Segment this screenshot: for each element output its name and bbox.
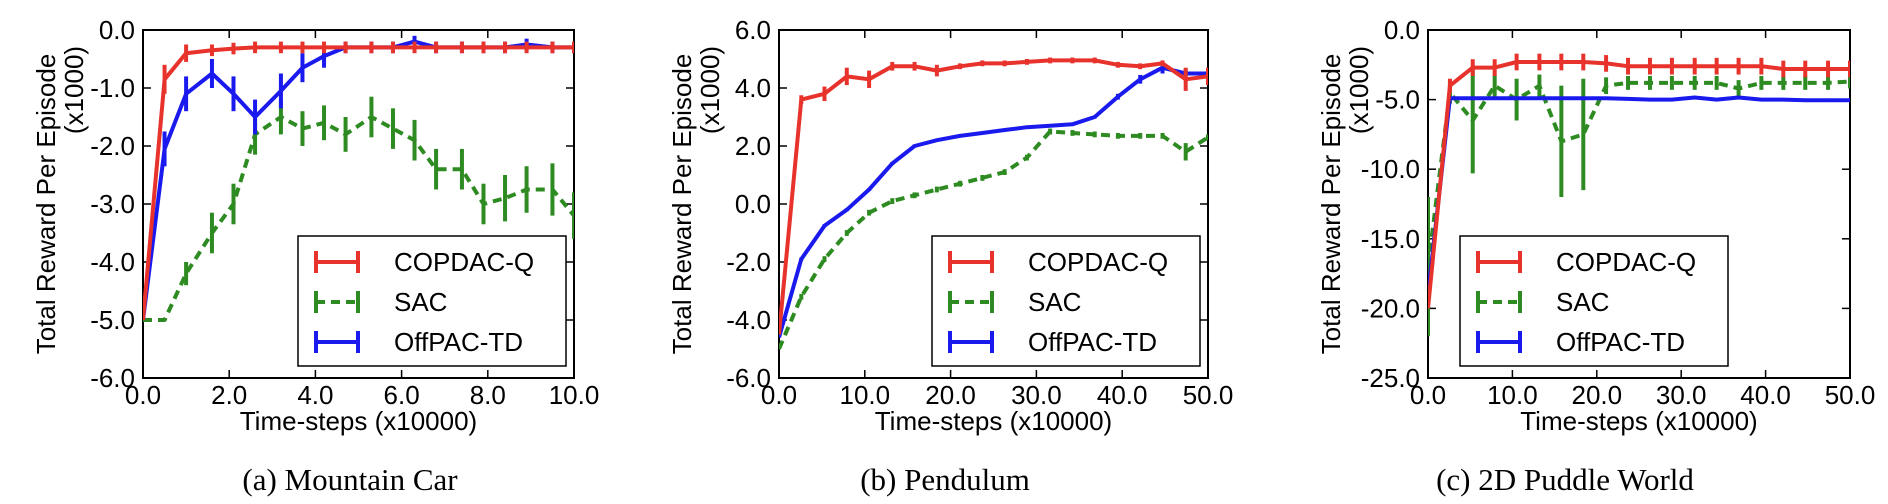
y-tick-label: -1.0	[90, 73, 135, 103]
chart-pendulum: 0.0 10.0 20.0 30.0 40.0 50.0 -6.0 -4.0 -2.0 0.0 2.…	[667, 15, 1233, 436]
y-axis-unit: (x1000)	[1344, 46, 1374, 134]
series-line-copdac-q	[779, 58, 1208, 335]
legend-label-sac: SAC	[394, 287, 447, 317]
x-tick-label: 6.0	[384, 380, 420, 410]
y-tick-label: -3.0	[90, 189, 135, 219]
x-tick-label: 10.0	[839, 380, 890, 410]
series-line-sac	[143, 115, 574, 322]
series-line-copdac-q	[1428, 60, 1850, 309]
x-axis-title: Time-steps (x10000)	[240, 406, 477, 436]
legend-label-offpac-td: OffPAC-TD	[1028, 327, 1157, 357]
y-tick-label: -2.0	[726, 247, 771, 277]
y-tick-label: -4.0	[726, 305, 771, 335]
x-tick-label: 20.0	[925, 380, 976, 410]
legend-label-offpac-td: OffPAC-TD	[394, 327, 523, 357]
legend-label-copdac-q: COPDAC-Q	[1028, 247, 1168, 277]
x-tick-label: 2.0	[211, 380, 247, 410]
x-tick-label: 10.0	[549, 380, 600, 410]
series-group	[143, 35, 574, 322]
x-tick-label: 50.0	[1825, 380, 1876, 410]
legend: COPDAC-Q SAC OffPAC-TD	[1459, 235, 1729, 367]
x-axis-title: Time-steps (x10000)	[875, 406, 1112, 436]
y-axis-unit: (x1000)	[695, 46, 725, 134]
legend-label-copdac-q: COPDAC-Q	[1556, 247, 1696, 277]
y-axis-unit: (x1000)	[59, 46, 89, 134]
y-tick-label: -6.0	[726, 363, 771, 393]
y-tick-label: 2.0	[735, 131, 771, 161]
y-tick-label: -5.0	[90, 305, 135, 335]
y-tick-label: -25.0	[1361, 363, 1420, 393]
legend-label-sac: SAC	[1556, 287, 1609, 317]
series-group	[779, 57, 1208, 350]
legend: COPDAC-Q SAC OffPAC-TD	[297, 235, 567, 367]
y-tick-label: -6.0	[90, 363, 135, 393]
series-line-offpac-td	[1428, 95, 1850, 295]
x-tick-label: 0.0	[1410, 380, 1446, 410]
legend-label-copdac-q: COPDAC-Q	[394, 247, 534, 277]
x-tick-label: 4.0	[297, 380, 333, 410]
legend: COPDAC-Q SAC OffPAC-TD	[931, 235, 1201, 367]
y-tick-label: 0.0	[99, 15, 135, 45]
y-tick-label: -15.0	[1361, 224, 1420, 254]
legend-label-offpac-td: OffPAC-TD	[1556, 327, 1685, 357]
y-tick-label: 6.0	[735, 15, 771, 45]
y-tick-label: 0.0	[1384, 15, 1420, 45]
x-tick-label: 0.0	[125, 380, 161, 410]
chart-puddle-world: 0.0 10.0 20.0 30.0 40.0 50.0 -25.0 -20.0 -15.0 -1…	[1316, 15, 1875, 436]
series-line-sac	[779, 129, 1208, 350]
series-line-copdac-q	[143, 45, 574, 321]
y-axis-title: Total Reward Per Episode	[667, 54, 697, 355]
x-tick-label: 30.0	[1011, 380, 1062, 410]
x-tick-label: 50.0	[1183, 380, 1234, 410]
series-line-sac	[1428, 79, 1850, 267]
legend-box	[297, 235, 567, 367]
series-group	[1428, 53, 1850, 337]
y-tick-label: 4.0	[735, 73, 771, 103]
y-tick-label: -2.0	[90, 131, 135, 161]
legend-box	[1459, 235, 1729, 367]
y-tick-label: -4.0	[90, 247, 135, 277]
x-tick-label: 8.0	[470, 380, 506, 410]
x-axis-title: Time-steps (x10000)	[1520, 406, 1757, 436]
x-tick-label: 10.0	[1487, 380, 1538, 410]
x-tick-label: 20.0	[1571, 380, 1622, 410]
y-tick-label: -10.0	[1361, 154, 1420, 184]
x-tick-label: 0.0	[761, 380, 797, 410]
series-line-offpac-td	[779, 65, 1208, 338]
y-tick-label: -20.0	[1361, 293, 1420, 323]
caption-mountain-car: (a) Mountain Car	[242, 462, 458, 497]
y-axis-title: Total Reward Per Episode	[1316, 54, 1346, 355]
x-tick-label: 40.0	[1097, 380, 1148, 410]
legend-label-sac: SAC	[1028, 287, 1081, 317]
y-axis-title: Total Reward Per Episode	[31, 54, 61, 355]
caption-pendulum: (b) Pendulum	[860, 462, 1030, 497]
caption-puddle-world: (c) 2D Puddle World	[1436, 462, 1694, 497]
legend-box	[931, 235, 1201, 367]
y-tick-label: -5.0	[1375, 85, 1420, 115]
x-tick-label: 30.0	[1656, 380, 1707, 410]
chart-mountain-car: 0.0 2.0 4.0 6.0 8.0 10.0 -6.0 -5.0 -4.0 -3.0 -2.0 -…	[31, 15, 599, 436]
y-tick-label: 0.0	[735, 189, 771, 219]
x-tick-label: 40.0	[1740, 380, 1791, 410]
